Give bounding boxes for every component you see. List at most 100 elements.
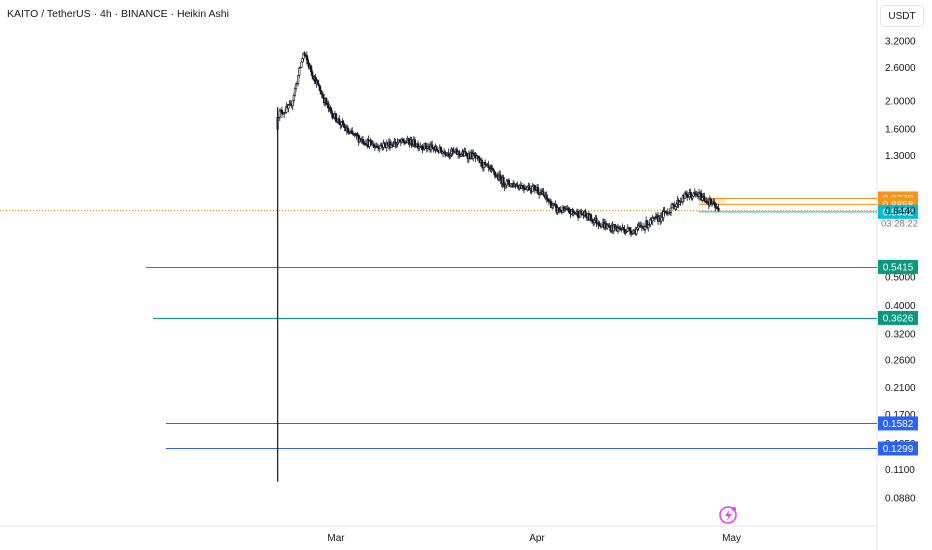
candle-body bbox=[287, 105, 290, 109]
candle-body bbox=[674, 206, 677, 210]
candle-body bbox=[714, 203, 717, 208]
candle-body bbox=[278, 110, 281, 118]
lightning-icon[interactable] bbox=[719, 506, 737, 524]
candle bbox=[531, 183, 534, 193]
candle-body bbox=[297, 75, 300, 84]
price-tick-label: 0.3200 bbox=[885, 329, 916, 340]
candle-body bbox=[306, 59, 310, 64]
time-tick-label: May bbox=[722, 533, 741, 544]
candle bbox=[692, 191, 695, 198]
price-tick-label: 0.5000 bbox=[885, 273, 916, 284]
price-tick-label: 0.2100 bbox=[885, 383, 916, 394]
candle-body bbox=[597, 222, 600, 226]
price-tick-label: 0.0880 bbox=[885, 494, 916, 505]
candle-body bbox=[507, 180, 511, 185]
candle-body bbox=[533, 185, 536, 191]
candle-body bbox=[632, 230, 635, 234]
level-price-label-bg bbox=[878, 441, 918, 456]
candle-body bbox=[401, 138, 405, 142]
candle bbox=[691, 195, 694, 201]
candle-body bbox=[318, 85, 321, 91]
candle bbox=[331, 112, 334, 120]
candle-body bbox=[368, 140, 371, 147]
candle-body bbox=[294, 83, 298, 89]
candle bbox=[280, 106, 284, 119]
candle-body bbox=[325, 98, 328, 105]
candle bbox=[300, 61, 303, 68]
candle bbox=[318, 85, 321, 92]
candle bbox=[327, 100, 330, 113]
candle-body bbox=[669, 207, 673, 213]
candle-body bbox=[444, 151, 447, 155]
candle-body bbox=[439, 146, 442, 152]
candle-body bbox=[413, 139, 416, 147]
candle-body bbox=[717, 207, 720, 211]
countdown-label: 03:28:22 bbox=[881, 218, 918, 229]
level-price-label: 0.1582 bbox=[883, 419, 914, 430]
candle bbox=[291, 99, 294, 111]
candle-body bbox=[484, 161, 487, 165]
candle-body bbox=[291, 99, 294, 107]
candle bbox=[533, 184, 536, 194]
candle-body bbox=[568, 208, 571, 214]
candle-body bbox=[329, 107, 332, 111]
currency-button[interactable]: USDT bbox=[880, 5, 924, 27]
candle-body bbox=[635, 229, 638, 235]
candle-body bbox=[435, 146, 438, 151]
price-tick-label: 0.1100 bbox=[885, 465, 915, 476]
candle-body bbox=[311, 71, 314, 77]
candle-body bbox=[703, 196, 706, 202]
candle bbox=[589, 213, 593, 223]
candle-body bbox=[334, 113, 338, 122]
candle-body bbox=[536, 187, 540, 194]
candle bbox=[662, 207, 665, 222]
time-axis[interactable]: Mar Apr May bbox=[327, 533, 741, 544]
candle-body bbox=[292, 95, 295, 101]
candle bbox=[597, 220, 600, 230]
price-labels: 0.54150.36260.15820.12990.92780.88580.83… bbox=[878, 191, 918, 456]
candle bbox=[417, 140, 420, 152]
candle-body bbox=[576, 210, 580, 218]
candle-body bbox=[280, 109, 284, 114]
candle bbox=[382, 139, 385, 151]
price-tick-label: 3.2000 bbox=[885, 37, 916, 48]
level-price-label: 0.3626 bbox=[883, 313, 914, 324]
candle bbox=[410, 136, 413, 148]
candle bbox=[487, 160, 490, 172]
candle-body bbox=[580, 210, 583, 215]
candle-body bbox=[293, 88, 297, 96]
candle-body bbox=[351, 130, 354, 134]
candle bbox=[600, 224, 603, 229]
candle-body bbox=[545, 194, 548, 199]
candle bbox=[651, 214, 654, 226]
candle-body bbox=[321, 94, 325, 99]
candle-body bbox=[571, 208, 574, 213]
candle bbox=[683, 191, 687, 199]
candle-body bbox=[546, 198, 549, 202]
level-price-label-bg bbox=[878, 259, 918, 274]
price-tick-label: 0.4000 bbox=[885, 301, 916, 312]
candle bbox=[297, 74, 300, 87]
candle-body bbox=[643, 226, 647, 230]
candle-body bbox=[502, 177, 505, 185]
candle-body bbox=[542, 191, 545, 196]
level-price-label-bg bbox=[878, 416, 918, 431]
candle bbox=[616, 223, 620, 234]
level-price-label: 0.1299 bbox=[883, 444, 914, 455]
candle-body bbox=[310, 65, 313, 73]
candle-body bbox=[499, 174, 502, 179]
candle bbox=[522, 183, 526, 194]
chart-title: KAITO / TetherUS · 4h · BINANCE · Heikin… bbox=[7, 8, 229, 20]
time-tick-label: Apr bbox=[529, 533, 545, 544]
price-tick-label: 0.2600 bbox=[885, 356, 916, 367]
candle-body bbox=[319, 90, 322, 95]
candle-body bbox=[531, 186, 534, 192]
candle-body bbox=[346, 127, 349, 133]
candle-body bbox=[662, 211, 665, 218]
candle-body bbox=[480, 159, 483, 167]
candle-body bbox=[595, 217, 598, 224]
time-tick-label: Mar bbox=[327, 533, 345, 544]
candle bbox=[346, 125, 349, 134]
